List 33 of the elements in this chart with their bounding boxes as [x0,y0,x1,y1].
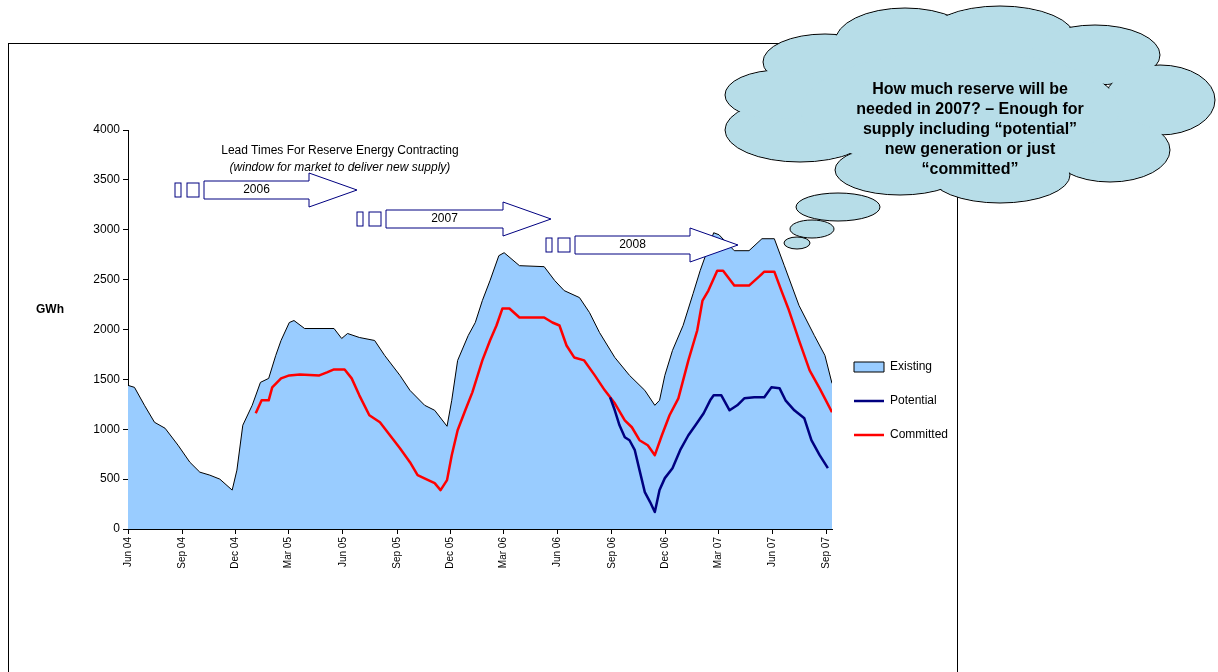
x-tick-label: Mar 07 [712,536,724,569]
y-tick-label: 3000 [93,222,121,237]
y-tick-label: 1000 [93,421,121,436]
legend-label: Existing [890,359,933,374]
x-tick-label: Sep 07 [820,536,832,569]
text: How much reserve will be needed in 2007? – Enough for supply including “potential” new generation or just “committed” [855,79,1085,179]
x-tick-label: Dec 05 [444,536,456,569]
y-tick-label: 500 [99,471,121,486]
x-tick-label: Sep 04 [175,536,187,569]
annotation: 2007 [430,211,459,225]
x-tick-label: Dec 06 [659,536,671,569]
annotation: 2006 [242,182,271,196]
y-tick-label: 4000 [93,122,121,137]
annotation: 2008 [618,237,647,251]
x-tick-label: Mar 05 [282,536,294,569]
x-tick-label: Sep 06 [605,536,617,569]
y-tick-label: 3500 [93,172,121,187]
x-tick-label: Jun 06 [551,536,563,568]
x-tick-label: Jun 04 [121,536,133,568]
x-tick-label: Jun 07 [766,536,778,568]
x-tick-label: Dec 04 [229,536,241,569]
annotation: Lead Times For Reserve Energy Contracting [220,143,460,157]
y-tick-label: 2500 [93,271,121,286]
x-tick-label: Jun 05 [336,536,348,568]
y-tick-label: 0 [113,521,121,536]
annotation: (window for market to deliver new supply) [228,160,452,174]
legend-label: Committed [890,427,949,442]
y-axis-title: GWh [36,301,64,316]
y-tick-label: 1500 [93,371,121,386]
y-tick-label: 2000 [93,321,121,336]
x-tick-label: Sep 05 [390,536,402,569]
x-tick-label: Mar 06 [497,536,509,569]
legend-label: Potential [890,393,937,408]
